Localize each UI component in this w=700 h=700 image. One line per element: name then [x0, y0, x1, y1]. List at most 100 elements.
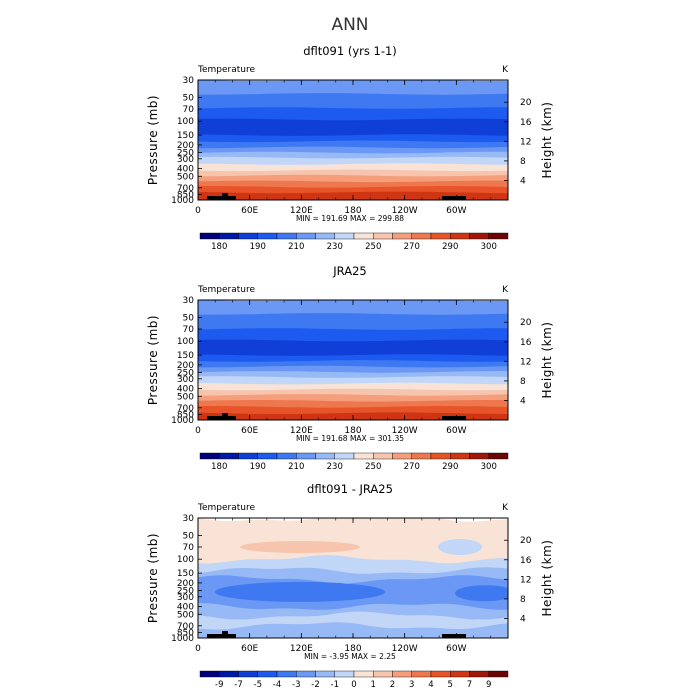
y-tick-label: 700 — [177, 184, 194, 194]
field-layer — [198, 80, 508, 200]
y-tick-label: 700 — [177, 404, 194, 414]
topography-bar — [442, 196, 466, 200]
panel-title: dflt091 (yrs 1-1) — [303, 44, 397, 58]
y-tick-label: 250 — [177, 587, 194, 597]
y-tick-label: 500 — [177, 610, 194, 620]
y-tick-label: 30 — [183, 76, 195, 86]
colorbar-swatch — [392, 670, 412, 678]
colorbar-label: 1 — [371, 680, 376, 690]
y-tick-label: 250 — [177, 369, 194, 379]
colorbar-swatch — [238, 452, 258, 460]
colorbar-swatch — [238, 670, 258, 678]
colorbar-swatch — [199, 452, 220, 460]
y-tick-label: 700 — [177, 622, 194, 632]
colorbar-swatch — [450, 452, 470, 460]
colorbar-swatch — [296, 232, 316, 240]
colorbar-label: 230 — [327, 242, 343, 252]
y-right-tick-label: 8 — [520, 157, 526, 167]
colorbar-label: 270 — [404, 462, 420, 472]
topography-bar — [222, 416, 230, 420]
y-tick-label: 150 — [177, 131, 194, 141]
colorbar-swatch — [353, 452, 374, 460]
y-tick-label: 200 — [177, 141, 194, 151]
colorbar-label: -9 — [215, 680, 223, 690]
colorbar-swatch — [469, 452, 489, 460]
topography-bar — [222, 413, 228, 416]
y-tick-label: 150 — [177, 569, 194, 579]
y-right-tick-label: 20 — [520, 318, 532, 328]
y-tick-label: 400 — [177, 165, 194, 175]
colorbar-swatch — [257, 670, 278, 678]
colorbar-label: 9 — [486, 680, 491, 690]
contour-blob — [240, 540, 360, 553]
y-tick-label: 850 — [177, 190, 194, 200]
colorbar-swatch — [411, 232, 432, 240]
x-tick-label: 60W — [446, 426, 466, 436]
y-tick-label: 50 — [183, 531, 195, 541]
y-tick-label: 1000 — [171, 416, 194, 426]
colorbar-swatch — [353, 232, 374, 240]
colorbar-label: 3 — [409, 680, 414, 690]
x-tick-label: 0 — [195, 426, 201, 436]
topography-bar — [207, 416, 236, 420]
colorbar-label: -5 — [254, 680, 262, 690]
colorbar-swatch — [257, 452, 278, 460]
x-tick-label: 60W — [446, 206, 466, 216]
colorbar-swatch — [334, 452, 355, 460]
y-tick-label: 100 — [177, 555, 194, 565]
contour-band — [198, 80, 508, 98]
y-tick-label: 100 — [177, 117, 194, 127]
colorbar-swatch — [373, 452, 393, 460]
x-tick-label: 120W — [392, 206, 418, 216]
colorbar-swatch — [315, 452, 335, 460]
colorbar-swatch — [411, 452, 432, 460]
colorbar-label: 180 — [211, 242, 227, 252]
colorbar-swatch — [296, 452, 316, 460]
colorbar-label: 290 — [442, 242, 458, 252]
colorbar-label: -3 — [292, 680, 300, 690]
colorbar-swatch — [392, 232, 412, 240]
topography-bar — [207, 196, 236, 200]
colorbar-swatch — [334, 670, 355, 678]
colorbar-swatch — [488, 670, 509, 678]
panel-title: dflt091 - JRA25 — [307, 482, 393, 496]
colorbar-label: 190 — [250, 242, 266, 252]
y-tick-label: 400 — [177, 385, 194, 395]
contour-band — [198, 339, 508, 360]
y-tick-label: 200 — [177, 579, 194, 589]
topography-bar — [222, 193, 228, 196]
y-tick-label: 150 — [177, 351, 194, 361]
y-axis-title-right: Height (km) — [540, 322, 554, 399]
y-tick-label: 70 — [183, 543, 195, 553]
colorbar-label: 2 — [390, 680, 395, 690]
colorbar-swatch — [450, 670, 470, 678]
y-tick-label: 300 — [177, 593, 194, 603]
colorbar-label: 180 — [211, 462, 227, 472]
x-tick-label: 60E — [241, 206, 258, 216]
x-tick-label: 120E — [290, 426, 313, 436]
y-axis-title-left: Pressure (mb) — [146, 315, 160, 405]
topography-bar — [222, 634, 230, 638]
y-tick-label: 30 — [183, 514, 195, 524]
colorbar-swatch — [276, 670, 297, 678]
y-tick-label: 1000 — [171, 634, 194, 644]
contour-blob — [215, 581, 385, 602]
colorbar-swatch — [199, 232, 220, 240]
colorbar-label: 4 — [428, 680, 433, 690]
colorbar-swatch — [450, 232, 470, 240]
colorbar-swatch — [469, 232, 489, 240]
colorbar-swatch — [276, 452, 297, 460]
colorbar-label: -7 — [234, 680, 242, 690]
colorbar-swatch — [488, 232, 509, 240]
panel-variable-label: Temperature — [197, 65, 255, 75]
y-tick-label: 850 — [177, 410, 194, 420]
x-tick-label: 180 — [344, 426, 361, 436]
x-tick-label: 60E — [241, 644, 258, 654]
y-right-tick-label: 8 — [520, 377, 526, 387]
colorbar-swatch — [315, 670, 335, 678]
colorbar-label: 0 — [351, 680, 356, 690]
colorbar-label: 300 — [481, 242, 497, 252]
colorbar-swatch — [488, 452, 509, 460]
